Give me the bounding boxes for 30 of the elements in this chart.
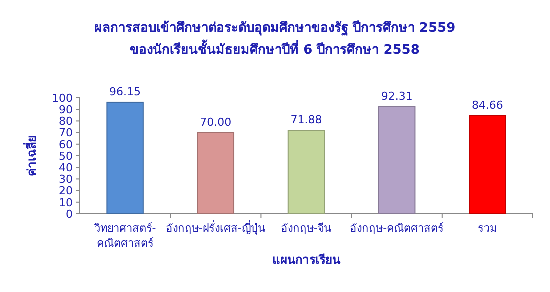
bar — [197, 132, 235, 214]
x-tick-label: อังกฤษ-คณิตศาสตร์ — [350, 222, 444, 235]
y-tick-label: 30 — [59, 173, 73, 186]
y-tick-label: 40 — [59, 161, 73, 174]
y-tick-label: 90 — [59, 103, 73, 116]
y-tick-label: 0 — [66, 208, 73, 221]
bar — [378, 106, 416, 214]
chart-title: ผลการสอบเข้าศึกษาต่อระดับอุดมศึกษาของรัฐ ปีการศึกษา 2559 — [94, 20, 456, 37]
x-tick-label: วิทยาศาสตร์-คณิตศาสตร์ — [93, 222, 156, 250]
y-tick-label: 60 — [59, 138, 73, 152]
y-axis-title: ค่าเฉลี่ย — [23, 136, 39, 176]
data-label: 84.66 — [472, 98, 504, 112]
y-tick-label: 10 — [59, 196, 73, 210]
y-tick-label: 80 — [59, 115, 73, 128]
chart-subtitle: ของนักเรียนชั้นมัธยมศึกษาปีที่ 6 ปีการศึกษา 2558 — [130, 39, 420, 58]
data-label: 70.00 — [200, 116, 232, 129]
data-label: 71.88 — [290, 114, 322, 127]
bar — [106, 102, 144, 214]
data-label: 96.15 — [110, 85, 142, 98]
y-tick-label: 70 — [59, 126, 73, 140]
x-axis-title: แผนการเรียน — [272, 253, 342, 267]
y-tick-label: 50 — [59, 150, 73, 163]
data-label: 92.31 — [381, 90, 413, 103]
bar — [288, 130, 326, 214]
y-tick-label: 20 — [59, 184, 73, 198]
bar — [469, 115, 506, 214]
x-tick-label: อังกฤษ-จีน — [281, 222, 332, 235]
x-tick-label: รวม — [478, 222, 498, 235]
x-tick-label: อังกฤษ-ฝรั่งเศส-ญี่ปุ่น — [166, 220, 266, 235]
y-tick-label: 100 — [52, 92, 73, 105]
